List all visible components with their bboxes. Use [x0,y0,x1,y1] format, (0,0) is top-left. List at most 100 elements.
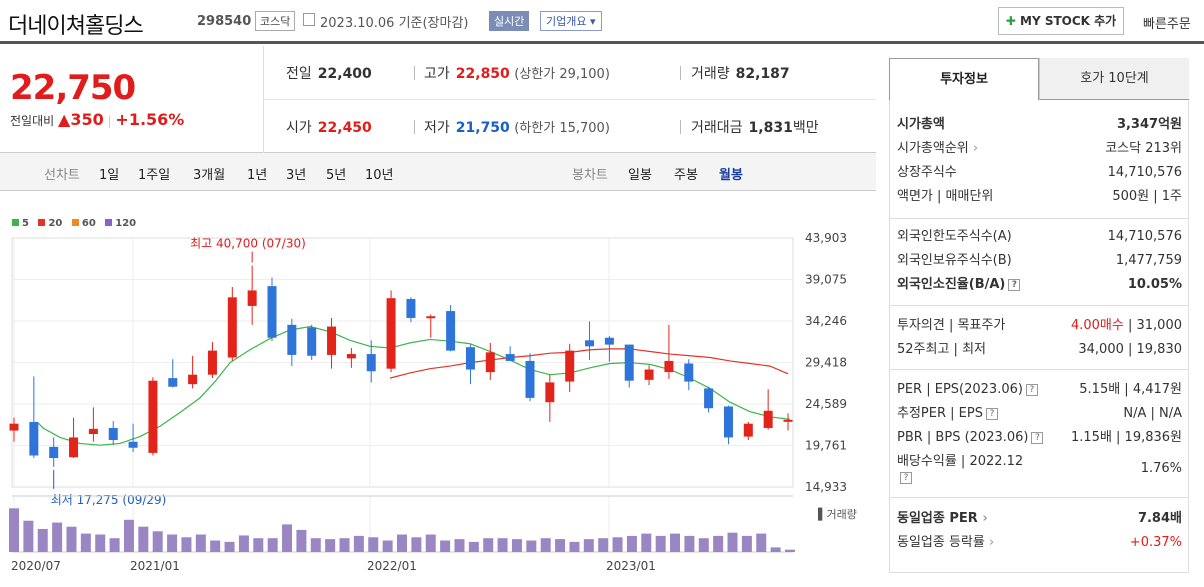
candle-body [29,421,39,456]
volume-bar [253,538,264,552]
tab-investment-info[interactable]: 투자정보 [889,58,1039,100]
info-value: 10.05% [1127,277,1182,292]
low-price: 저가 21,750 (하한가 15,700) [424,117,610,137]
candle-body [465,347,475,370]
volume-bar [641,533,652,552]
info-value: 34,000 | 19,830 [1078,342,1182,357]
ma20-line [389,348,789,379]
volume-bar [23,520,34,552]
candle-body [227,297,237,358]
info-value: 3,347억원 [1116,117,1182,132]
tab-orderbook[interactable]: 호가 10단계 [1039,58,1189,100]
info-row: 투자의견 | 목표주가 4.00매수 | 31,000 [897,314,1182,338]
period-5y[interactable]: 5년 [326,168,347,183]
info-value: 14,710,576 [1107,165,1182,180]
volume-bar [339,538,350,552]
my-stock-label: MY STOCK 추가 [1020,14,1117,28]
ma5-label: 5 [22,218,29,229]
info-value: 코스닥 213위 [1105,141,1182,156]
volume-value: 82,187 [735,66,790,82]
help-icon[interactable]: ? [1031,431,1044,444]
info-value: 5.15배 | 4,417원 [1079,382,1182,397]
period-1d[interactable]: 1일 [99,168,120,183]
candle-body [207,350,217,375]
period-1w[interactable]: 1주일 [138,168,171,183]
info-label: 외국인한도주식수(A) [897,229,1012,244]
period-3m[interactable]: 3개월 [193,168,226,183]
volume-bar [511,539,522,552]
period-10y[interactable]: 10년 [365,168,394,183]
period-1y[interactable]: 1년 [247,168,268,183]
volume-bar [123,519,134,552]
info-label: 배당수익률 | 2022.12? [897,454,1024,484]
volume-bar [353,535,364,552]
realtime-button[interactable]: 실시간 [489,11,530,31]
candle-body [565,350,575,382]
price-chart[interactable]: 43,903 39,075 34,246 29,418 24,589 19,761 14,9… [0,228,876,587]
x-tick-label: 2021/01 [130,559,180,573]
candle-body [704,388,714,409]
plus-icon: ✚ [1005,14,1016,28]
volume-bar [368,537,379,552]
info-label[interactable]: 시가총액순위 › [897,141,979,156]
candle-body [684,363,694,382]
change-label: 전일대비 [10,114,55,128]
info-value: N/A | N/A [1123,406,1182,421]
my-stock-add-button[interactable]: ✚ MY STOCK 추가 [998,7,1124,35]
candle-body [366,354,376,372]
volume-bar [598,538,609,552]
info-value: 14,710,576 [1107,229,1182,244]
help-icon[interactable]: ? [1025,383,1038,396]
company-overview-dropdown[interactable]: 기업개요 ▾ [540,11,602,31]
candle-daily[interactable]: 일봉 [628,168,652,183]
high-label: 고가 [424,66,450,82]
volume-bar [626,535,637,552]
candle-body [148,380,158,453]
volume-bar [612,537,623,552]
high-price: 고가 22,850 (상한가 29,100) [424,63,610,83]
volume-bar [397,534,407,552]
volume-bar [583,539,594,552]
candle-monthly[interactable]: 월봉 [719,168,743,183]
candle-body [743,423,753,437]
info-label[interactable]: 동일업종 PER › [897,511,988,526]
volume-bar [95,534,106,552]
candle-body [247,290,257,306]
ma-legend: 5 20 60 120 [12,218,142,229]
y-tick-label: 43,903 [805,231,847,245]
volume-bar [483,538,494,552]
section-divider [889,305,1189,306]
quick-order-link[interactable]: 빠른주문 [1143,17,1191,32]
price-change: 전일대비 ▲350 | +1.56% [10,110,185,129]
volume-bar [382,540,393,552]
open-price: 시가 22,450 [286,117,372,137]
info-label[interactable]: 동일업종 등락률 › [897,535,995,550]
ma120-label: 120 [115,218,137,229]
help-icon[interactable]: ? [985,407,998,420]
volume-bar [670,533,681,552]
help-icon[interactable]: ? [900,472,912,484]
volume-bar [756,533,767,552]
candle-body [604,337,614,345]
candle-body [287,324,297,355]
candle-body [49,446,59,459]
volume-label: ▌거래량 [817,507,857,521]
candle-body [525,360,535,398]
volume-bar [741,535,752,552]
info-label: 외국인보유주식수(B) [897,253,1012,268]
change-percent: +1.56% [115,110,185,129]
help-icon[interactable]: ? [1008,278,1021,291]
candle-body [267,286,277,338]
low-label: 저가 [424,120,450,136]
info-row: 추정PER | EPS? N/A | N/A [897,402,1182,426]
info-value: 1,477,759 [1115,253,1182,268]
info-row: 배당수익률 | 2022.12? 1.76% [897,450,1182,486]
candle-body [485,352,495,373]
market-badge: 코스닥 [255,11,296,31]
divider [414,66,415,80]
candle-body [783,419,793,422]
candle-weekly[interactable]: 주봉 [674,168,698,183]
candle-body [168,378,178,387]
volume-bar [698,538,709,552]
period-3y[interactable]: 3년 [286,168,307,183]
